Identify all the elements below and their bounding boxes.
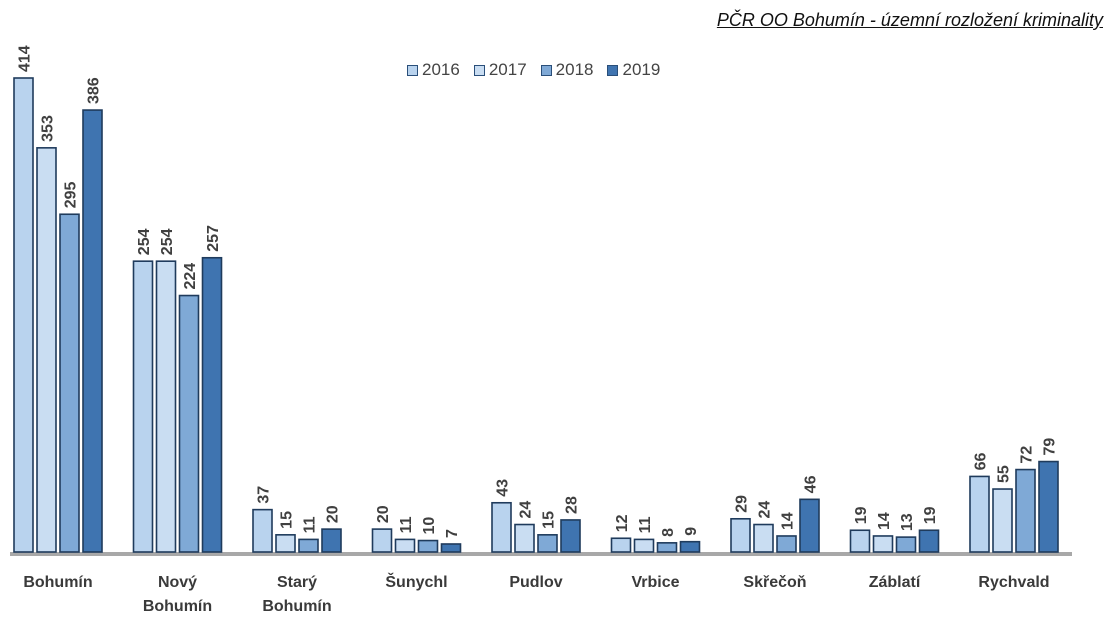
bar bbox=[59, 213, 80, 553]
legend-item: 2018 bbox=[540, 60, 594, 80]
bar bbox=[895, 536, 917, 553]
bar bbox=[275, 534, 296, 553]
bar bbox=[679, 540, 701, 553]
data-label: 9 bbox=[683, 527, 700, 536]
bar bbox=[13, 77, 34, 553]
data-label: 254 bbox=[159, 228, 176, 255]
data-label: 28 bbox=[564, 496, 581, 514]
bar bbox=[394, 538, 416, 553]
bar bbox=[730, 517, 751, 553]
legend-swatch bbox=[407, 64, 418, 76]
category-label: Nový Bohumín bbox=[143, 574, 212, 615]
bar bbox=[252, 508, 273, 553]
data-label: 10 bbox=[421, 517, 438, 535]
data-label: 20 bbox=[375, 505, 392, 523]
data-label: 55 bbox=[996, 465, 1013, 483]
data-label: 66 bbox=[973, 453, 990, 471]
bar bbox=[371, 528, 393, 553]
data-label: 24 bbox=[518, 501, 535, 519]
bar bbox=[799, 498, 820, 553]
data-label: 19 bbox=[922, 506, 939, 524]
bar bbox=[491, 501, 512, 553]
bar bbox=[36, 147, 57, 553]
category-label: Starý Bohumín bbox=[262, 574, 331, 615]
bar bbox=[918, 529, 940, 553]
data-label: 29 bbox=[734, 495, 751, 513]
bar bbox=[1038, 460, 1059, 553]
chart-title: PČR OO Bohumín - územní rozložení krimin… bbox=[716, 10, 1103, 30]
data-label: 19 bbox=[853, 506, 870, 524]
data-label: 8 bbox=[660, 528, 677, 537]
bar bbox=[656, 542, 678, 553]
data-label: 79 bbox=[1042, 438, 1059, 456]
legend-swatch bbox=[540, 64, 552, 76]
data-label: 414 bbox=[17, 45, 34, 72]
legend-label: 2017 bbox=[488, 60, 527, 79]
legend-swatch bbox=[607, 64, 619, 76]
data-label: 43 bbox=[495, 479, 512, 497]
bar bbox=[417, 539, 439, 553]
data-label: 224 bbox=[182, 263, 199, 290]
legend-item: 2019 bbox=[607, 60, 660, 80]
data-label: 14 bbox=[780, 512, 797, 530]
bar bbox=[1015, 468, 1036, 553]
legend: 2016 2017 2018 2019 bbox=[407, 60, 660, 80]
data-label: 20 bbox=[325, 505, 342, 523]
data-label: 15 bbox=[279, 511, 296, 529]
data-label: 72 bbox=[1019, 446, 1036, 464]
bar bbox=[610, 537, 632, 553]
data-label: 37 bbox=[256, 486, 273, 504]
bar bbox=[155, 260, 177, 553]
bar bbox=[440, 543, 462, 553]
data-label: 295 bbox=[63, 181, 80, 208]
data-label: 257 bbox=[205, 225, 222, 252]
data-label: 13 bbox=[899, 513, 916, 531]
data-label: 15 bbox=[541, 511, 558, 529]
category-label: Rychvald bbox=[978, 574, 1049, 591]
legend-swatch bbox=[473, 64, 485, 76]
bar bbox=[753, 523, 774, 553]
bar bbox=[201, 256, 223, 553]
bar bbox=[321, 528, 342, 553]
bar bbox=[872, 535, 894, 553]
category-label: Bohumín bbox=[23, 574, 92, 591]
data-label: 14 bbox=[876, 512, 893, 530]
legend-label: 2019 bbox=[622, 60, 661, 79]
category-label: Skřečoň bbox=[743, 574, 806, 591]
bar bbox=[82, 109, 103, 553]
bar bbox=[849, 529, 871, 553]
legend-label: 2018 bbox=[555, 60, 594, 79]
category-label: Záblatí bbox=[869, 574, 921, 591]
bar bbox=[560, 519, 581, 553]
category-label: Pudlov bbox=[509, 574, 562, 591]
bar bbox=[992, 488, 1013, 553]
legend-item: 2017 bbox=[473, 60, 527, 80]
bar bbox=[537, 534, 558, 553]
x-axis-line bbox=[10, 552, 1072, 556]
bar bbox=[633, 538, 655, 553]
data-label: 254 bbox=[136, 228, 153, 255]
data-label: 24 bbox=[757, 501, 774, 519]
data-label: 353 bbox=[40, 115, 57, 142]
bar bbox=[514, 523, 535, 553]
category-label: Šunychl bbox=[385, 572, 447, 591]
data-label: 11 bbox=[398, 516, 415, 533]
bar bbox=[969, 475, 990, 553]
data-label: 12 bbox=[614, 514, 631, 532]
legend-label: 2016 bbox=[422, 60, 460, 79]
category-label: Vrbice bbox=[631, 574, 679, 591]
data-label: 46 bbox=[803, 475, 820, 493]
data-label: 7 bbox=[444, 529, 461, 538]
bar bbox=[132, 260, 154, 553]
bar bbox=[178, 294, 200, 553]
bar bbox=[298, 538, 319, 553]
data-label: 11 bbox=[637, 516, 654, 533]
legend-item: 2016 bbox=[407, 60, 460, 80]
bar bbox=[776, 535, 797, 553]
data-label: 11 bbox=[302, 516, 319, 533]
data-label: 386 bbox=[86, 77, 103, 104]
